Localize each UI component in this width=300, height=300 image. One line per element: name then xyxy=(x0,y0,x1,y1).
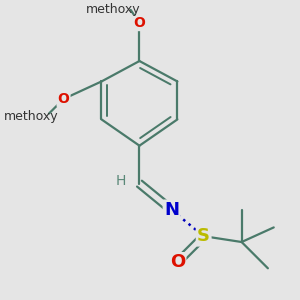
Text: O: O xyxy=(134,16,146,30)
Text: O: O xyxy=(58,92,70,106)
Text: S: S xyxy=(197,227,210,245)
Text: methoxy: methoxy xyxy=(86,3,140,16)
Text: methoxy: methoxy xyxy=(4,110,59,123)
Text: O: O xyxy=(170,254,185,272)
Text: H: H xyxy=(115,174,126,188)
Text: N: N xyxy=(164,201,179,219)
